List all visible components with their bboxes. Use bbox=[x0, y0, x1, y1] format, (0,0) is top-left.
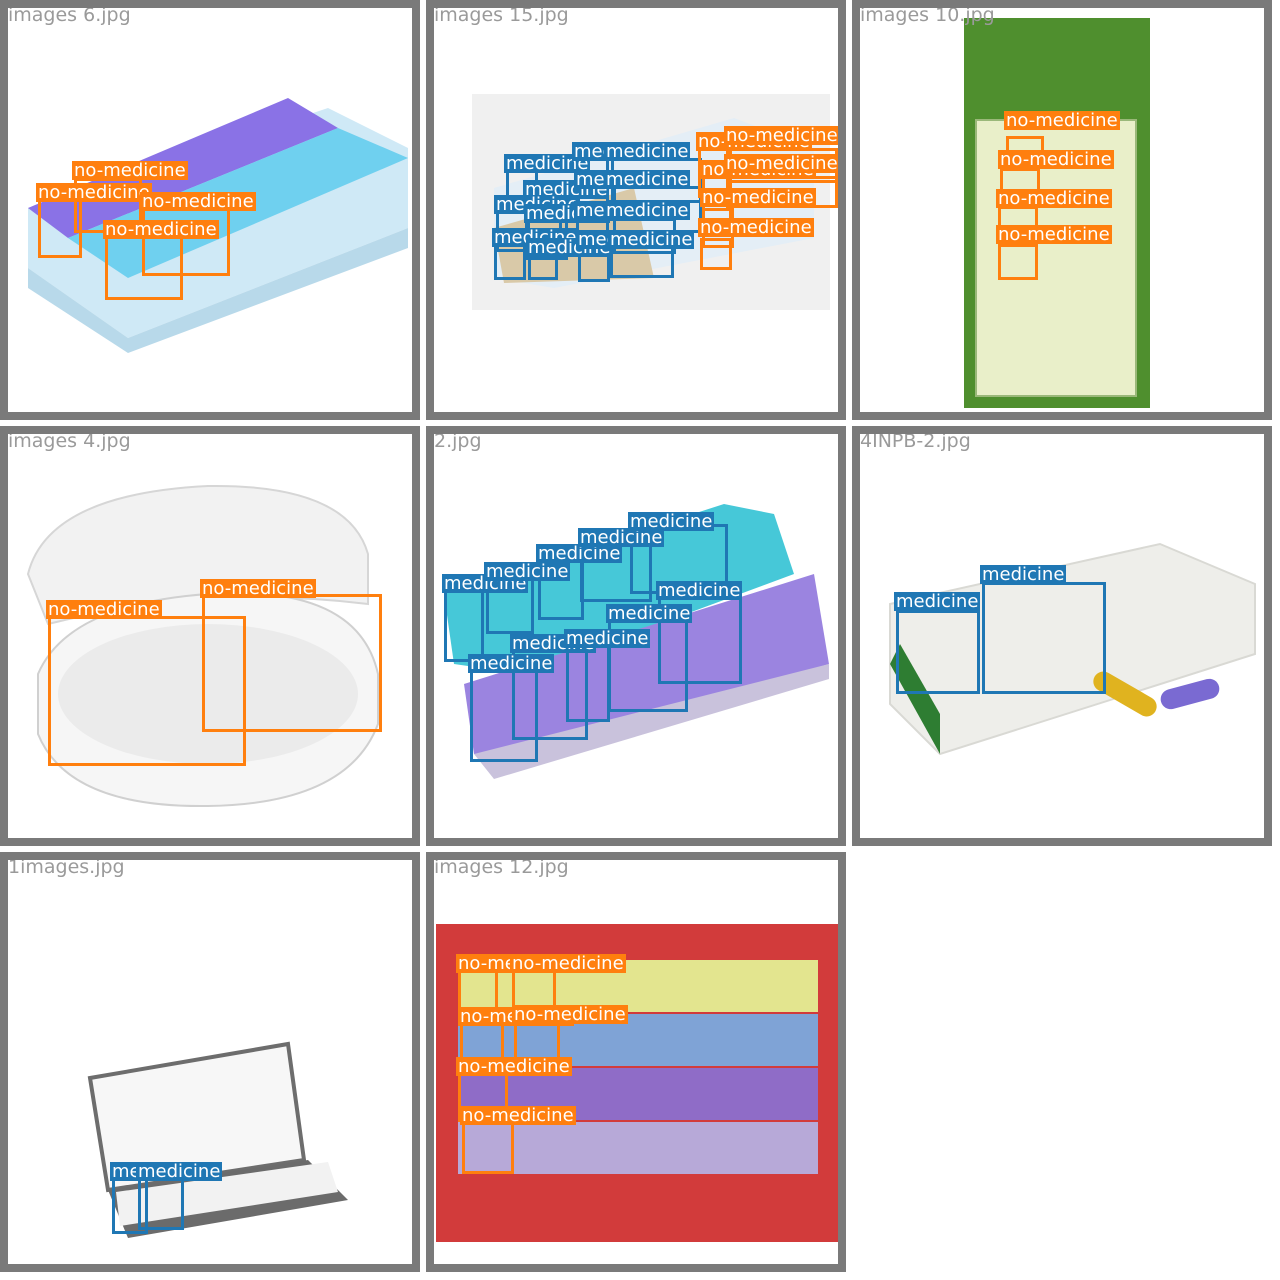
detection-label: no-medicine bbox=[698, 217, 814, 238]
detection-label: no-medicine bbox=[510, 953, 626, 974]
image-photo bbox=[8, 860, 412, 1264]
detection-label: no-medicine bbox=[456, 1056, 572, 1077]
image-tile: images 10.jpg no-medicine no-medicine no-me… bbox=[852, 0, 1272, 420]
image-filename: 4INPB-2.jpg bbox=[860, 430, 971, 452]
detection-label: no-medicine bbox=[996, 224, 1112, 245]
detection-label: medicine bbox=[656, 580, 743, 601]
image-filename: images 12.jpg bbox=[434, 856, 569, 878]
image-photo bbox=[860, 434, 1264, 838]
detection-label: medicine bbox=[564, 628, 651, 649]
detection-label: no-medicine bbox=[998, 149, 1114, 170]
detection-label: no-medicine bbox=[512, 1004, 628, 1025]
detection-box bbox=[896, 610, 980, 694]
detection-label: medicine bbox=[628, 511, 715, 532]
detection-label: medicine bbox=[980, 564, 1067, 585]
detection-label: medicine bbox=[136, 1161, 223, 1182]
image-tile: 4INPB-2.jpg medicine medicine bbox=[852, 426, 1272, 846]
image-tile: images 15.jpg medicine medicine medicine med… bbox=[426, 0, 846, 420]
detection-label: medicine bbox=[578, 527, 665, 548]
image-filename: images 6.jpg bbox=[8, 4, 131, 26]
detection-box bbox=[462, 1122, 514, 1174]
detection-box bbox=[444, 582, 484, 662]
detection-box bbox=[610, 246, 674, 278]
detection-label: medicine bbox=[468, 653, 555, 674]
detection-box bbox=[138, 1178, 184, 1230]
detection-box bbox=[998, 244, 1038, 280]
detection-label: medicine bbox=[604, 200, 691, 221]
detection-label: no-medicine bbox=[72, 160, 188, 181]
detection-label: no-medicine bbox=[996, 188, 1112, 209]
image-filename: 2.jpg bbox=[434, 430, 482, 452]
detection-label: no-medicine bbox=[103, 219, 219, 240]
detection-label: medicine bbox=[894, 591, 981, 612]
detection-label: medicine bbox=[504, 153, 591, 174]
image-photo bbox=[8, 434, 412, 838]
detection-label: medicine bbox=[606, 603, 693, 624]
detection-label: no-medicine bbox=[700, 187, 816, 208]
detection-box bbox=[512, 970, 556, 1008]
detection-box bbox=[700, 238, 732, 270]
detection-box bbox=[494, 244, 526, 280]
image-tile: images 6.jpg no-medicine no-medicine no-med… bbox=[0, 0, 420, 420]
detection-label: no-medicine bbox=[140, 191, 256, 212]
detection-label: medicine bbox=[604, 169, 691, 190]
image-tile: images 4.jpg no-medicine no-medicine bbox=[0, 426, 420, 846]
detection-box bbox=[48, 616, 246, 766]
image-photo bbox=[860, 8, 1264, 412]
detection-label: no-medicine bbox=[1004, 110, 1120, 131]
image-filename: images 4.jpg bbox=[8, 430, 131, 452]
image-filename: 1images.jpg bbox=[8, 856, 125, 878]
detection-box bbox=[105, 236, 183, 300]
detection-box bbox=[982, 582, 1106, 694]
detection-label: no-medicine bbox=[724, 153, 838, 174]
detection-label: medicine bbox=[608, 229, 695, 250]
image-tile: 2.jpg medicine medicine medicine medicine med… bbox=[426, 426, 846, 846]
image-filename: images 15.jpg bbox=[434, 4, 569, 26]
detection-label: no-medicine bbox=[460, 1105, 576, 1126]
detection-label: no-medicine bbox=[46, 599, 162, 620]
image-filename: images 10.jpg bbox=[860, 4, 995, 26]
detection-label: no-medicine bbox=[724, 125, 838, 146]
detection-label: no-medicine bbox=[200, 578, 316, 599]
image-tile: images 12.jpg no-medicine no-medicine no-me… bbox=[426, 852, 846, 1272]
detection-label: medicine bbox=[536, 543, 623, 564]
detection-label: no-medicine bbox=[36, 182, 152, 203]
detection-label: medicine bbox=[604, 141, 691, 162]
detection-label: medicine bbox=[484, 561, 571, 582]
